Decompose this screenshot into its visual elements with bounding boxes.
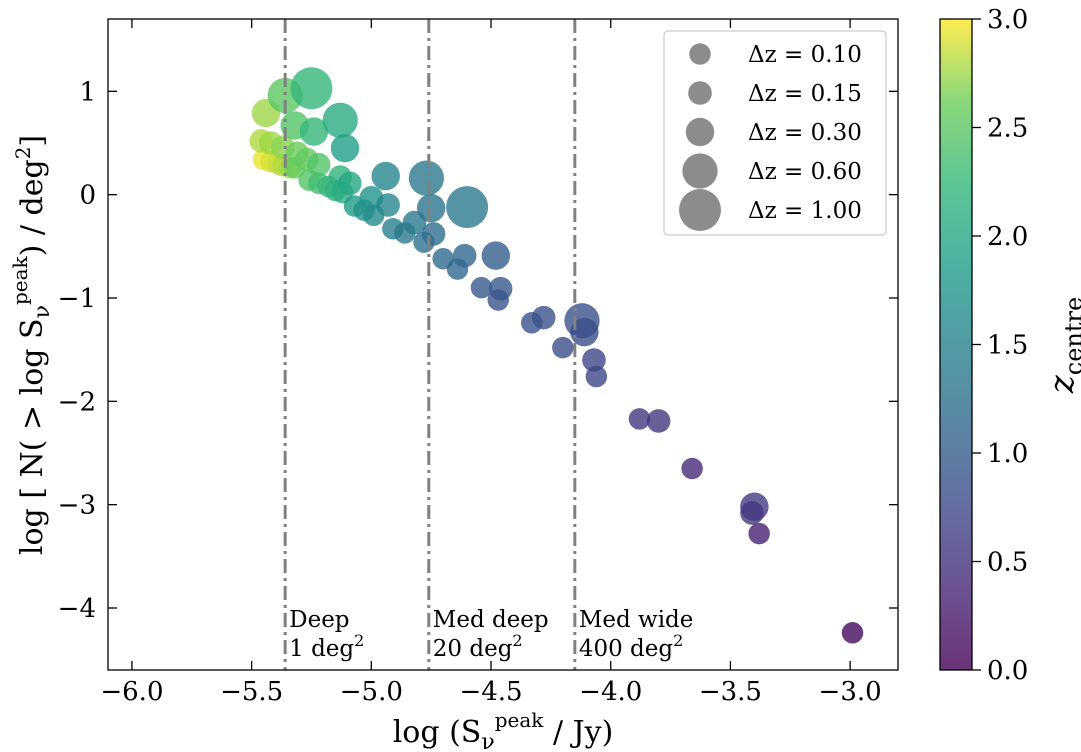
data-point bbox=[570, 317, 599, 347]
data-point bbox=[582, 348, 606, 372]
data-point bbox=[290, 67, 333, 110]
data-point bbox=[376, 193, 400, 217]
y-tick-label: −4 bbox=[58, 594, 96, 624]
legend-label: Δz = 0.30 bbox=[748, 120, 862, 146]
colorbar-gradient bbox=[940, 19, 972, 670]
y-tick-label: −2 bbox=[58, 387, 96, 417]
data-point bbox=[408, 160, 445, 196]
data-point bbox=[283, 157, 306, 179]
colorbar-tick-label: 2.5 bbox=[987, 114, 1028, 144]
data-point bbox=[452, 243, 477, 268]
y-ticks: 1 0 −1 −2 −3 −4 bbox=[58, 77, 898, 624]
legend-label: Δz = 1.00 bbox=[748, 198, 862, 224]
data-point bbox=[585, 365, 608, 388]
data-point bbox=[446, 186, 489, 229]
data-point bbox=[646, 409, 671, 433]
legend-label: Δz = 0.60 bbox=[748, 159, 862, 185]
data-point bbox=[337, 171, 362, 196]
x-tick-label: −3.0 bbox=[819, 677, 882, 707]
y-tick-label: −3 bbox=[58, 491, 96, 521]
legend-box bbox=[663, 30, 887, 236]
plot-frame bbox=[107, 18, 899, 671]
data-point bbox=[681, 457, 703, 480]
survey-name-label: Deep bbox=[289, 607, 349, 633]
x-axis-label: log (Sνpeak / Jy) bbox=[393, 708, 614, 752]
y-tick-label: 1 bbox=[79, 77, 96, 107]
x-tick-label: −5.5 bbox=[220, 677, 283, 707]
data-point bbox=[481, 241, 511, 270]
survey-name-label: Med deep bbox=[433, 607, 549, 633]
legend-marker bbox=[679, 189, 721, 231]
x-ticks: −6.0 −5.5 −5.0 −4.5 −4.0 −3.5 −3.0 bbox=[100, 19, 882, 707]
survey-area-label: 1 deg2 bbox=[289, 631, 364, 662]
data-point bbox=[531, 305, 556, 330]
data-point bbox=[470, 276, 493, 299]
legend-marker bbox=[685, 117, 715, 147]
legend-marker bbox=[682, 153, 718, 189]
colorbar-tick-label: 1.0 bbox=[987, 439, 1028, 469]
x-tick-label: −5.0 bbox=[340, 677, 403, 707]
legend-marker bbox=[688, 81, 712, 105]
survey-area-label: 20 deg2 bbox=[433, 631, 523, 662]
data-point bbox=[416, 193, 446, 223]
y-tick-label: 0 bbox=[79, 181, 96, 211]
data-point bbox=[322, 102, 358, 138]
data-point bbox=[740, 501, 764, 525]
legend-label: Δz = 0.15 bbox=[748, 81, 862, 107]
x-tick-label: −6.0 bbox=[100, 677, 163, 707]
legend: Δz = 0.10 Δz = 0.15 Δz = 0.30 Δz = 0.60 Δz =… bbox=[663, 30, 887, 236]
x-tick-label: −4.0 bbox=[579, 677, 642, 707]
colorbar-tick-label: 2.0 bbox=[987, 222, 1028, 252]
y-tick-label: −1 bbox=[58, 284, 96, 314]
survey-name-label: Med wide bbox=[579, 607, 694, 633]
data-point bbox=[628, 408, 651, 430]
x-tick-label: −4.5 bbox=[459, 677, 522, 707]
data-point bbox=[299, 117, 329, 146]
data-point bbox=[552, 336, 574, 359]
colorbar-tick-label: 1.5 bbox=[987, 331, 1028, 361]
survey-area-label: 400 deg2 bbox=[579, 631, 683, 662]
data-point bbox=[371, 161, 400, 191]
data-point bbox=[421, 222, 446, 246]
x-tick-label: −3.5 bbox=[699, 677, 762, 707]
data-points bbox=[249, 67, 864, 644]
colorbar: 0.0 0.5 1.0 1.5 2.0 2.5 3.0 zcentre bbox=[939, 5, 1081, 686]
data-point bbox=[841, 622, 864, 644]
legend-label: Δz = 0.10 bbox=[748, 42, 862, 68]
data-point bbox=[487, 289, 509, 311]
legend-marker bbox=[689, 43, 711, 65]
data-point bbox=[748, 522, 770, 545]
colorbar-tick-label: 0.0 bbox=[987, 656, 1028, 686]
colorbar-tick-label: 3.0 bbox=[987, 5, 1028, 35]
data-point bbox=[330, 133, 360, 163]
colorbar-label: zcentre bbox=[1042, 297, 1081, 394]
y-axis-label: log [ N( > log Sνpeak) / deg2] bbox=[8, 135, 55, 555]
colorbar-tick-label: 0.5 bbox=[987, 548, 1028, 578]
